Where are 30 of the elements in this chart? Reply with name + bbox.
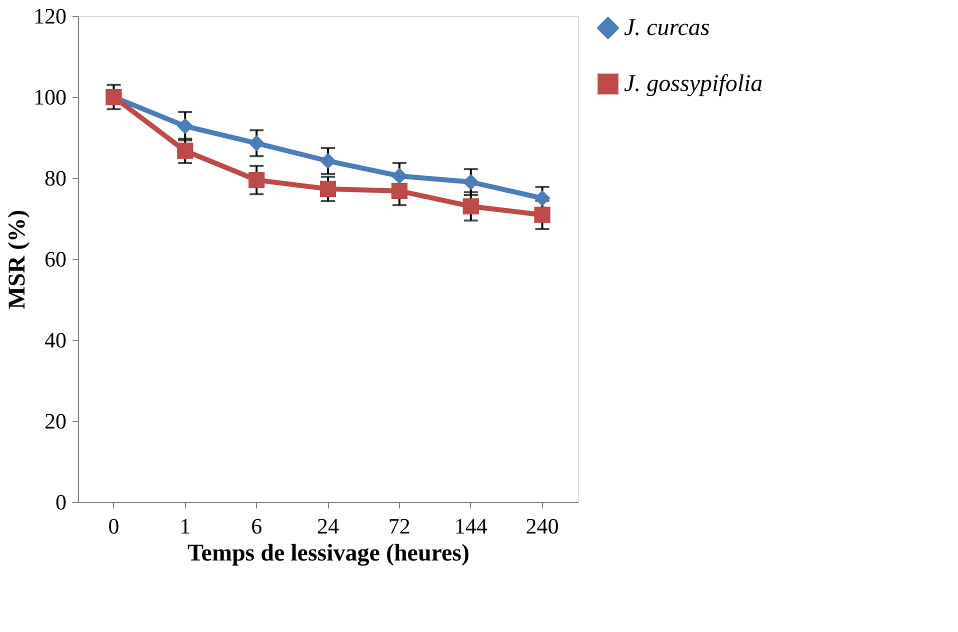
point	[534, 206, 550, 223]
y-tick-label: 0	[56, 490, 66, 514]
y-tick-label: 120	[34, 4, 66, 28]
x-tick-label: 24	[317, 514, 339, 538]
point	[462, 174, 479, 190]
x-tick-label: 144	[454, 514, 488, 538]
point	[320, 152, 336, 170]
x-tick-label: 72	[388, 514, 410, 538]
y-tick-label: 40	[44, 328, 66, 352]
point	[248, 135, 265, 152]
point	[248, 172, 265, 188]
x-tick-label: 0	[108, 514, 120, 538]
x-axis-title: Temps de lessivage (heures)	[188, 540, 470, 566]
y-tick-label: 20	[44, 408, 66, 434]
legend-label: J. curcas	[624, 15, 710, 41]
y-axis-title: MSR (%)	[4, 210, 30, 310]
point	[391, 182, 408, 200]
point	[320, 180, 336, 197]
y-tick-label: 100	[34, 84, 66, 110]
x-tick-label: 1	[180, 514, 191, 538]
y-tick-label: 80	[44, 166, 66, 190]
legend-label: J. gossypifolia	[624, 71, 763, 97]
x-tick-label: 240	[526, 514, 559, 538]
point	[177, 142, 194, 159]
point	[462, 198, 479, 214]
point	[534, 190, 550, 206]
point	[391, 168, 408, 184]
x-tick-label: 6	[251, 514, 262, 538]
point	[177, 118, 194, 134]
y-tick-label: 60	[44, 246, 66, 272]
